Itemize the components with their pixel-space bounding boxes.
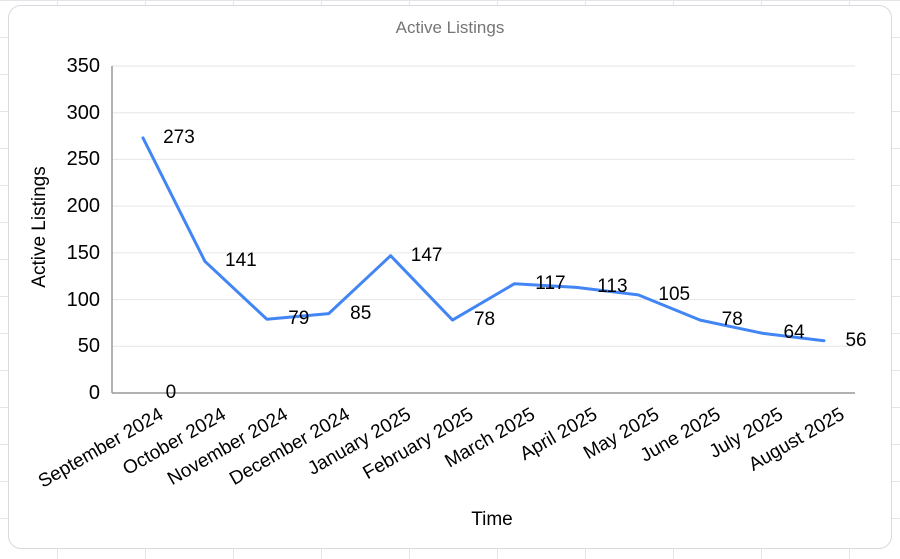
data-label: 78 xyxy=(721,309,743,331)
data-label: 85 xyxy=(350,302,372,324)
y-tick-label: 100 xyxy=(66,288,100,311)
y-axis-title: Active Listings xyxy=(29,166,50,288)
data-label: 64 xyxy=(783,322,805,344)
data-label: 56 xyxy=(845,329,867,351)
y-tick-label: 300 xyxy=(66,101,100,124)
data-label: 105 xyxy=(658,283,691,305)
data-label: 141 xyxy=(225,250,257,272)
y-tick-label: 250 xyxy=(66,148,100,171)
data-label: 273 xyxy=(163,126,195,148)
x-axis-title: Time xyxy=(471,509,513,530)
data-label: 79 xyxy=(288,308,310,330)
data-label: 117 xyxy=(535,272,566,294)
y-tick-label: 0 xyxy=(88,382,100,404)
data-label: 113 xyxy=(597,276,628,298)
data-label: 0 xyxy=(165,382,177,403)
y-tick-label: 350 xyxy=(66,55,100,77)
y-tick-label: 50 xyxy=(77,335,100,358)
y-tick-label: 200 xyxy=(66,195,100,218)
data-label: 78 xyxy=(473,309,496,331)
data-label: 147 xyxy=(410,244,443,266)
y-tick-label: 150 xyxy=(66,241,100,264)
chart-title-overlay: Active Listings xyxy=(395,18,505,37)
